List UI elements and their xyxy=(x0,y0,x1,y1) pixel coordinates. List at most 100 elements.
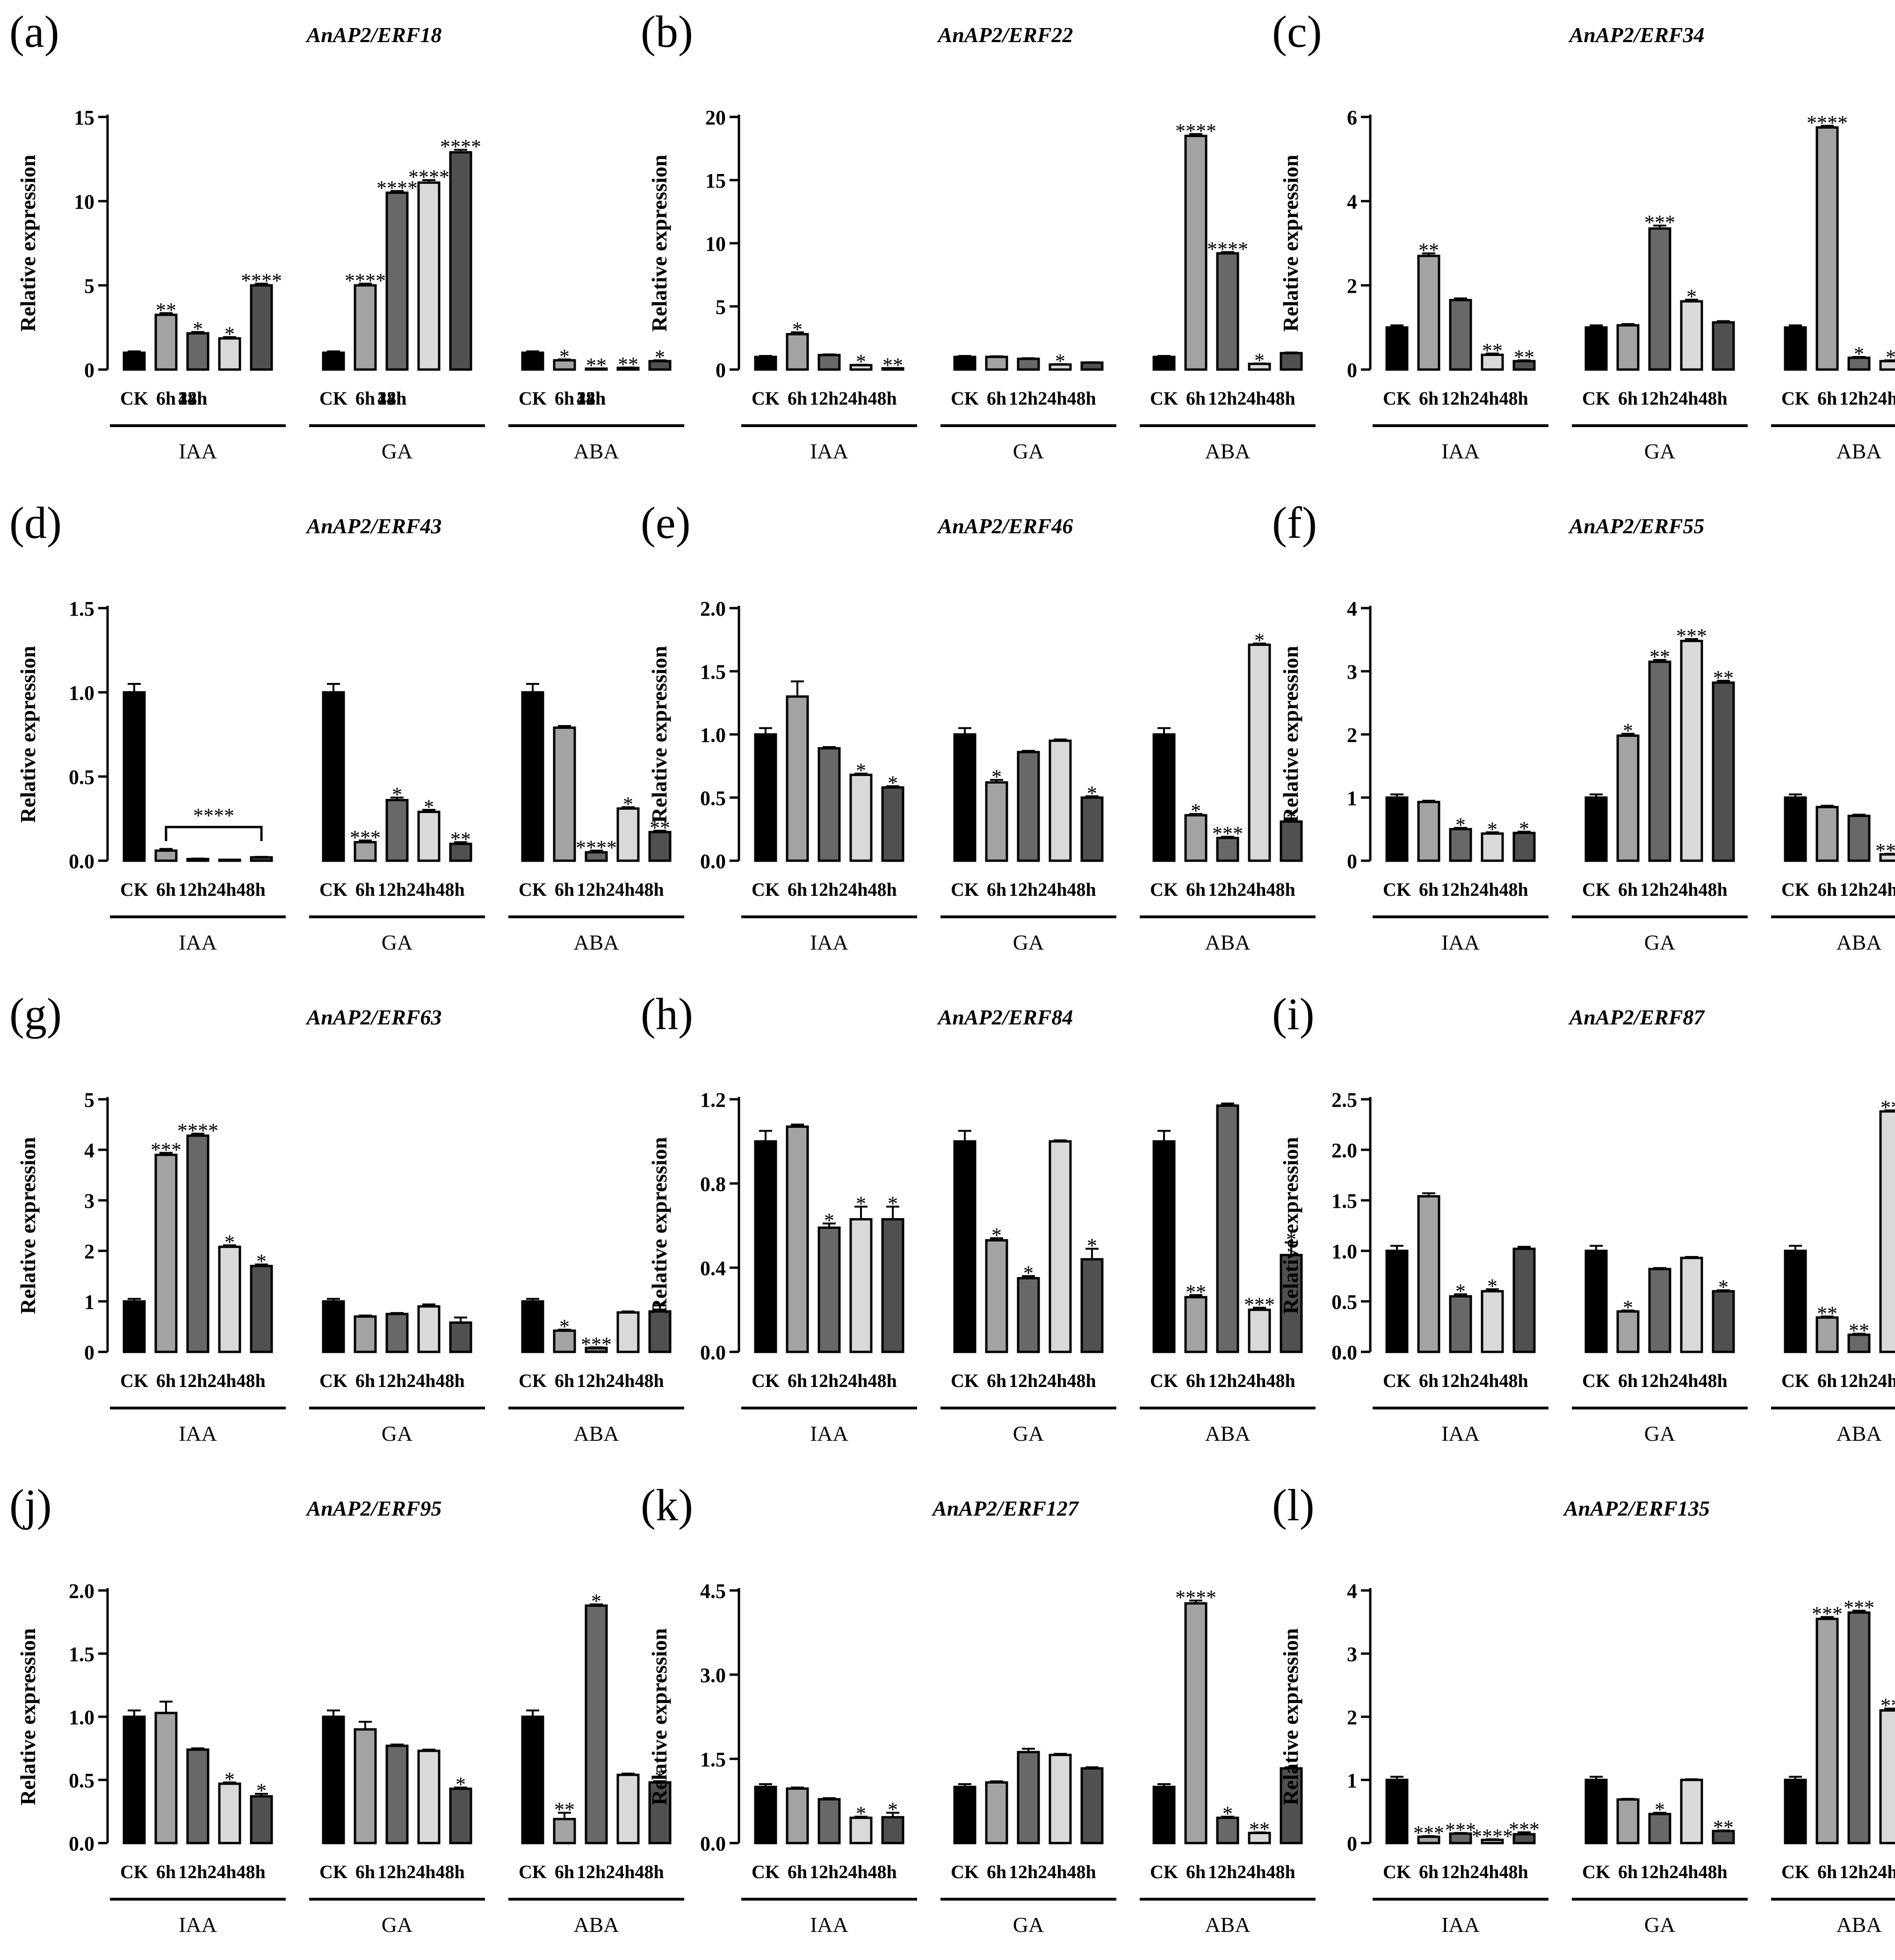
x-tick-label: 6h xyxy=(1817,388,1837,409)
x-tick-label: CK xyxy=(752,879,780,900)
x-tick-label: 6h xyxy=(555,1370,574,1391)
significance-label: * xyxy=(1487,818,1497,841)
y-axis-label: Relative expression xyxy=(647,1137,671,1314)
significance-label: * xyxy=(591,1590,601,1613)
bar xyxy=(985,356,1008,371)
bar xyxy=(1616,1798,1640,1844)
x-tick-label: 12h24h48h xyxy=(1839,879,1895,900)
x-tick-label: 6h xyxy=(555,388,574,409)
bar xyxy=(123,1715,146,1844)
x-tick-label: 6h xyxy=(987,1861,1006,1882)
significance-label: *** xyxy=(1413,1822,1444,1844)
group-label: GA xyxy=(1644,439,1675,463)
chart-svg: (b) AnAP2/ERF22 0 5 10 15 20 Relative expressio… xyxy=(641,7,1316,463)
x-tick-label: 12h24h48h xyxy=(1839,1861,1895,1882)
y-tick-label: 2.0 xyxy=(1331,1139,1357,1162)
significance-label: * xyxy=(1087,782,1097,805)
bar xyxy=(1385,1779,1409,1844)
significance-label: * xyxy=(256,1250,267,1273)
bar xyxy=(985,1781,1008,1844)
y-tick-label: 3 xyxy=(84,1190,94,1212)
bar xyxy=(154,1712,178,1844)
chart-panel: (f) AnAP2/ERF55 0 1 2 3 4 Relative expression * *… xyxy=(1263,491,1895,978)
y-axis-label: Relative expression xyxy=(647,1628,671,1806)
significance-label: * xyxy=(1286,806,1296,829)
significance-label: * xyxy=(1222,1802,1233,1825)
x-tick-label: CK xyxy=(1150,388,1178,409)
bar xyxy=(1385,796,1409,862)
group-label: IAA xyxy=(810,1913,848,1937)
x-tick-label: 6h xyxy=(788,388,807,409)
x-tick-label: 6h xyxy=(1419,879,1439,900)
significance-label: * xyxy=(559,1315,570,1338)
bar xyxy=(123,1300,146,1353)
group-label: GA xyxy=(1013,930,1044,954)
x-tick-label: 12h24h48h xyxy=(1640,388,1728,409)
x-tick-label: 6h xyxy=(1186,1861,1206,1882)
group-label: IAA xyxy=(810,1422,848,1445)
x-tick-label: 12h24h48h xyxy=(810,388,897,409)
bar xyxy=(322,351,345,371)
y-tick-label: 2.0 xyxy=(700,597,726,620)
significance-label: * xyxy=(1087,1234,1097,1257)
group-label: IAA xyxy=(179,1422,217,1445)
significance-label: ** xyxy=(618,353,638,376)
bar xyxy=(123,691,146,862)
bar xyxy=(1616,1310,1640,1353)
x-tick-label: CK xyxy=(319,879,347,900)
y-axis-label: Relative expression xyxy=(16,1628,40,1806)
bar xyxy=(1584,1779,1608,1844)
x-tick-label: 48h xyxy=(178,388,207,409)
x-tick-label: CK xyxy=(1781,1861,1809,1882)
x-tick-label: 12h24h48h xyxy=(178,879,266,900)
bar xyxy=(953,733,976,862)
significance-label: * xyxy=(224,1231,235,1254)
bar xyxy=(250,1264,273,1353)
bar xyxy=(1815,126,1839,371)
bar xyxy=(1512,832,1536,862)
y-tick-label: 2 xyxy=(84,1240,94,1263)
y-tick-label: 2 xyxy=(1347,724,1357,747)
x-tick-label: 6h xyxy=(1419,1370,1439,1391)
y-tick-label: 0 xyxy=(716,359,726,382)
bar xyxy=(1481,354,1504,371)
y-tick-label: 6 xyxy=(1347,106,1357,129)
group-label: ABA xyxy=(573,930,619,954)
panel-letter: (e) xyxy=(641,498,691,548)
bar xyxy=(1847,1333,1871,1353)
bar xyxy=(985,781,1008,862)
bar xyxy=(817,1798,841,1844)
panel-letter: (d) xyxy=(9,498,62,548)
chart-panel: (g) AnAP2/ERF63 0 1 2 3 4 5 Relative expression *… xyxy=(0,982,684,1469)
significance-label: **** xyxy=(1207,238,1248,261)
bar xyxy=(553,726,576,862)
significance-label: *** xyxy=(1844,1596,1874,1619)
significance-label: * xyxy=(256,1779,267,1802)
significance-label: **** xyxy=(1807,111,1848,134)
chart-panel: (i) AnAP2/ERF87 0.0 0.5 1.0 1.5 2.0 2.5 Relative… xyxy=(1263,982,1895,1469)
bar xyxy=(1017,1277,1040,1353)
significance-label: * xyxy=(1254,629,1265,652)
bar xyxy=(354,1315,377,1353)
x-tick-label: CK xyxy=(951,1370,979,1391)
group-label: ABA xyxy=(1205,1913,1250,1937)
x-tick-label: CK xyxy=(519,388,547,409)
chart-title: AnAP2/ERF34 xyxy=(1568,23,1705,47)
bar xyxy=(616,1773,640,1844)
x-tick-label: 6h xyxy=(355,1370,375,1391)
bar xyxy=(1784,326,1807,371)
significance-label: **** xyxy=(1175,119,1216,142)
bar xyxy=(1784,1779,1807,1844)
bar xyxy=(417,1305,441,1353)
bar xyxy=(186,1748,210,1844)
bar xyxy=(786,695,809,862)
x-tick-label: CK xyxy=(1582,879,1610,900)
x-tick-label: 6h xyxy=(156,879,176,900)
bar xyxy=(1385,326,1409,371)
bar xyxy=(553,1818,576,1844)
y-tick-label: 1.5 xyxy=(700,1748,726,1771)
x-tick-label: 12h24h48h xyxy=(1640,1861,1728,1882)
significance-label: **** xyxy=(177,1119,218,1142)
significance-label: * xyxy=(1055,349,1065,372)
bar xyxy=(1216,252,1239,371)
